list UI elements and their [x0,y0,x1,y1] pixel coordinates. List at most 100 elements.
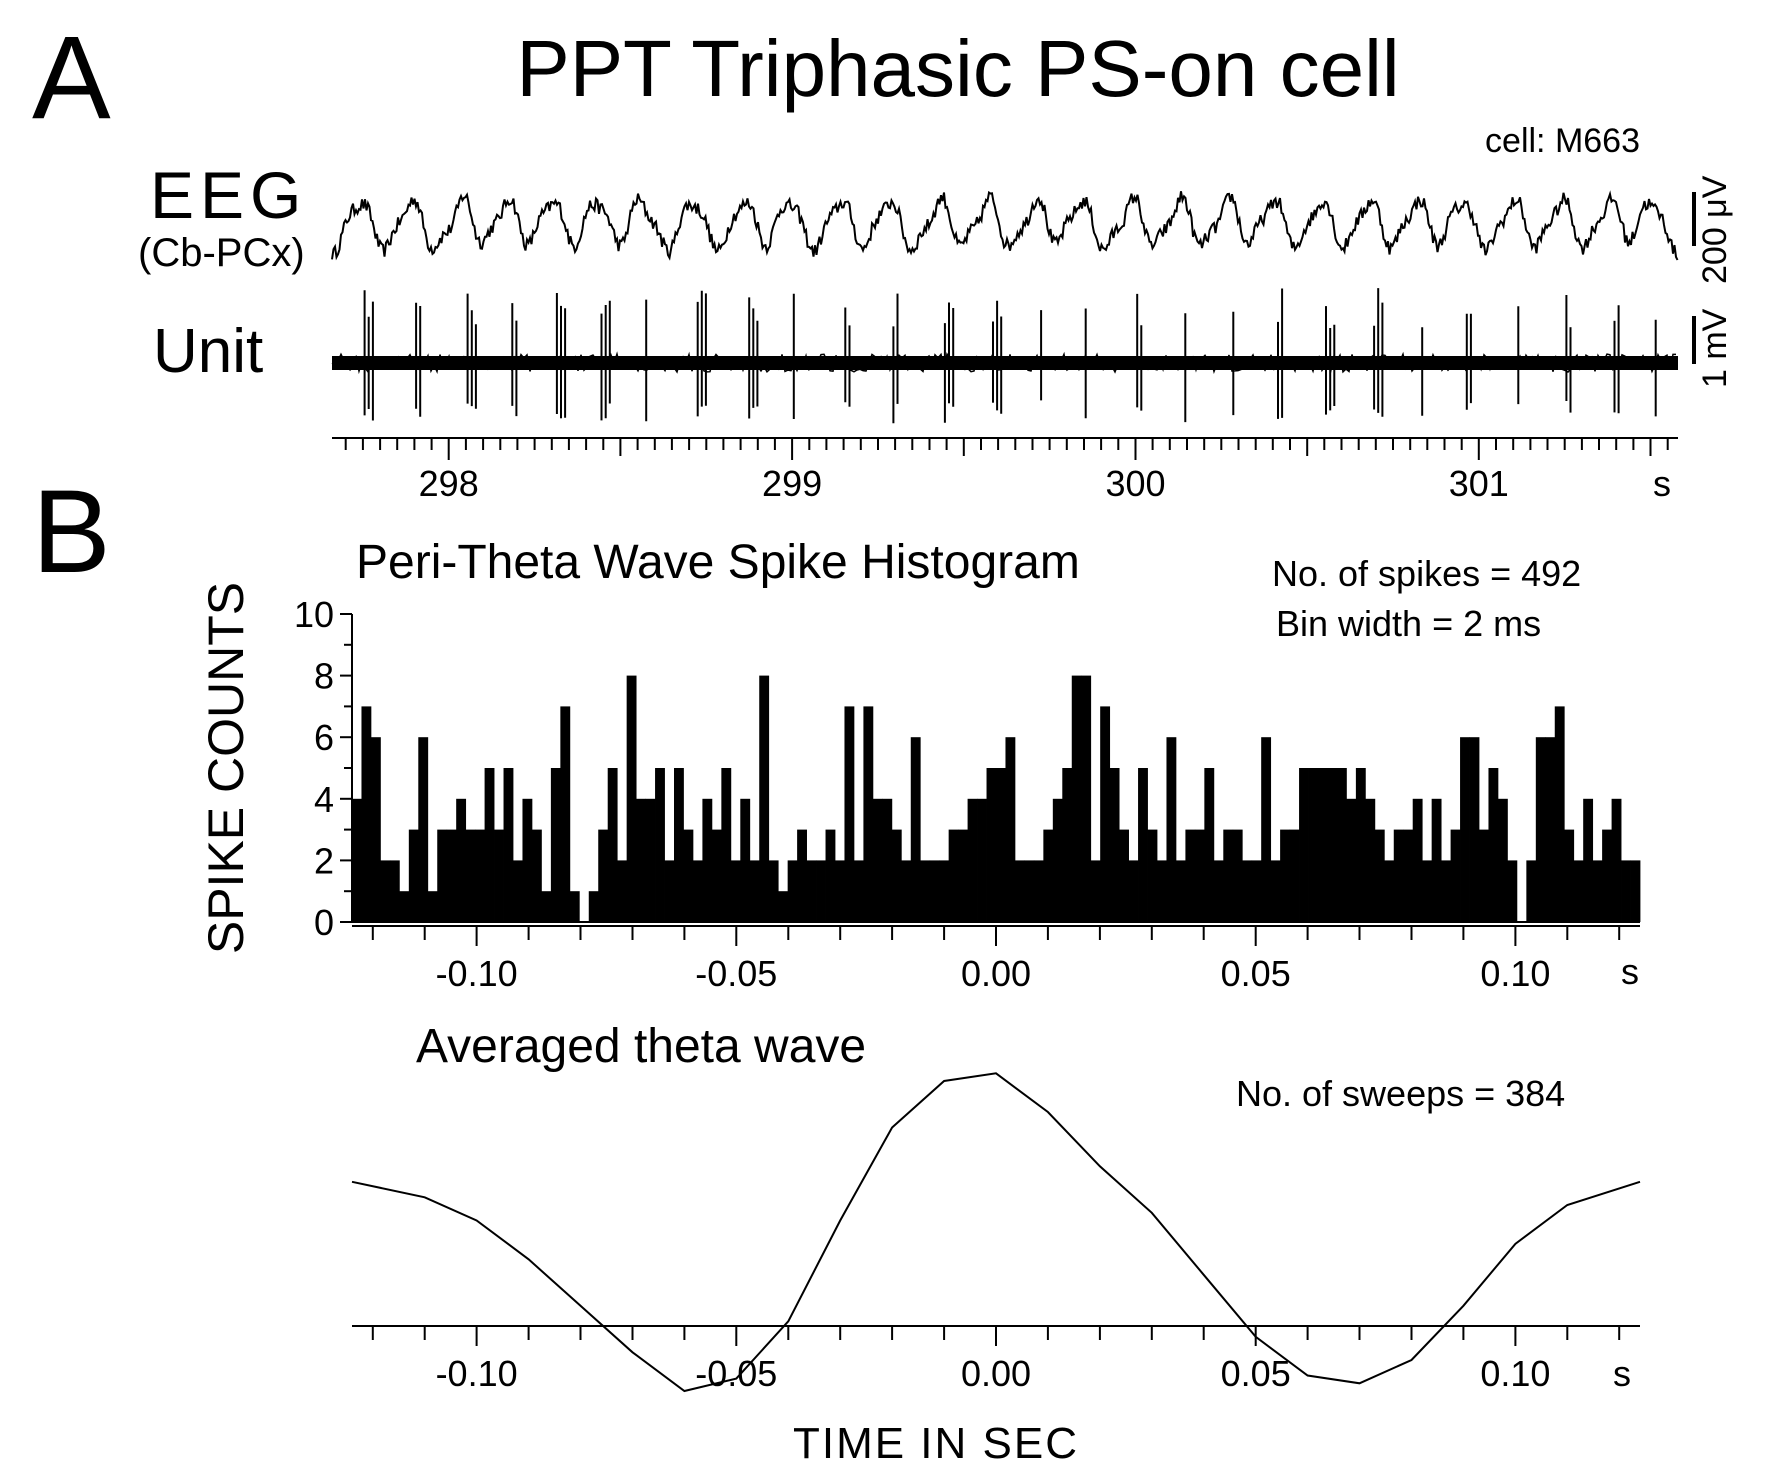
histogram-bar [484,768,495,922]
histogram-bar [645,798,656,922]
time-axis-a-tick-label: 299 [762,463,822,504]
histogram-bar [1204,768,1215,922]
average-x-axis-tick-label: 0.10 [1480,1353,1550,1394]
histogram-x-axis-tick-label: -0.10 [436,953,518,994]
histogram-bar [408,829,419,922]
histogram-bar [891,829,902,922]
histogram-bar [1081,675,1092,922]
average-wave-line [351,1072,1641,1393]
histogram-bar [1336,768,1347,922]
histogram-bar [494,829,504,922]
histogram-bar [1223,829,1234,922]
histogram-bar [1251,860,1262,922]
histogram-bar [948,829,959,922]
histogram-y-tick-label: 8 [314,656,334,697]
histogram-bar [1138,768,1148,922]
histogram-bar [853,860,864,922]
histogram-bar [1071,675,1082,922]
histogram-y-tick-label: 4 [314,779,334,820]
histogram-bar [929,860,940,922]
bin-width-label: Bin width = 2 ms [1276,603,1541,644]
histogram-bar [749,860,760,922]
histogram-bar [844,706,855,922]
eeg-sublabel: (Cb-PCx) [138,231,305,275]
histogram-bar [1488,768,1499,922]
histogram-bar [778,891,789,922]
figure-title: PPT Triphasic PS-on cell [516,24,1399,113]
histogram-bar [380,860,391,922]
time-axis-a-unit: s [1653,463,1671,504]
histogram-bar [797,829,807,922]
histogram-bar [513,860,523,922]
histogram-y-label: SPIKE COUNTS [198,582,254,954]
average-x-label: TIME IN SEC [793,1419,1079,1468]
histogram-bar [588,891,599,922]
histogram-bar [872,798,883,922]
histogram-bar [787,860,798,922]
histogram-bar [531,829,542,922]
histogram-bar [1175,860,1186,922]
eeg-scale-label: 200 μV [1696,175,1734,284]
histogram-bar [1412,798,1423,922]
histogram-x-axis-tick-label: 0.00 [961,953,1031,994]
histogram-bar [683,829,694,922]
histogram-y-tick-label: 6 [314,717,334,758]
histogram-bar [1460,737,1470,922]
histogram-bar [1166,737,1177,922]
histogram-bar [626,675,637,922]
histogram-bar [1100,706,1111,922]
histogram-x-unit: s [1621,951,1639,992]
histogram-bar [1194,829,1205,922]
histogram-bar [740,798,751,922]
unit-label: Unit [153,317,263,386]
histogram-bar [1602,829,1612,922]
histogram-y-tick-label: 10 [294,594,334,635]
histogram-bar [806,860,817,922]
histogram-bar [1232,829,1243,922]
histogram-bar [1564,829,1575,922]
histogram-bar [1033,860,1044,922]
histogram-bar [1308,768,1319,922]
histogram-bar [1289,829,1300,922]
histogram-bar [418,737,429,922]
histogram-bar [1535,737,1546,922]
histogram-bar [882,798,893,922]
time-axis-a-tick-label: 300 [1105,463,1165,504]
panel-a: EEG (Cb-PCx) Unit 200 μV 1 mV 298 299 300 3… [138,158,1734,504]
histogram-bar [361,706,372,922]
histogram-bar [1213,860,1224,922]
histogram-bar [607,768,618,922]
histogram-bar [664,860,675,922]
histogram-bar [1384,860,1395,922]
histogram-bar [655,768,665,922]
histogram-bar [399,891,410,922]
histogram-bar [1554,706,1565,922]
histogram-bar [503,768,514,922]
histogram-x-axis-tick-label: -0.05 [695,953,777,994]
histogram-x-axis: -0.10 -0.05 0.00 0.05 0.10 [352,925,1640,994]
histogram-bar [598,829,609,922]
histogram-bar [825,829,836,922]
histogram-bar [1545,737,1556,922]
time-axis-a-tick-label: 301 [1449,463,1509,504]
histogram-bar [389,860,400,922]
histogram-x-axis-tick-label: 0.05 [1221,953,1291,994]
histogram-bar [702,798,713,922]
histogram-bar [1270,860,1281,922]
average-title: Averaged theta wave [416,1020,866,1073]
histogram-bar [1128,860,1139,922]
histogram-bar [1185,829,1196,922]
histogram-y-tick-label: 0 [314,902,334,943]
histogram-bar [1261,737,1272,922]
histogram-bar [1630,860,1641,922]
average-x-axis-tick-label: 0.00 [961,1353,1031,1394]
histogram-bar [1441,860,1451,922]
eeg-trace [331,190,1679,261]
histogram-bar [1024,860,1035,922]
histogram-bar [977,798,987,922]
histogram-bar [1062,768,1073,922]
histogram-bar [1318,768,1328,922]
histogram-bar [1431,798,1442,922]
average-panel: Averaged theta wave No. of sweeps = 384 … [351,1020,1641,1468]
